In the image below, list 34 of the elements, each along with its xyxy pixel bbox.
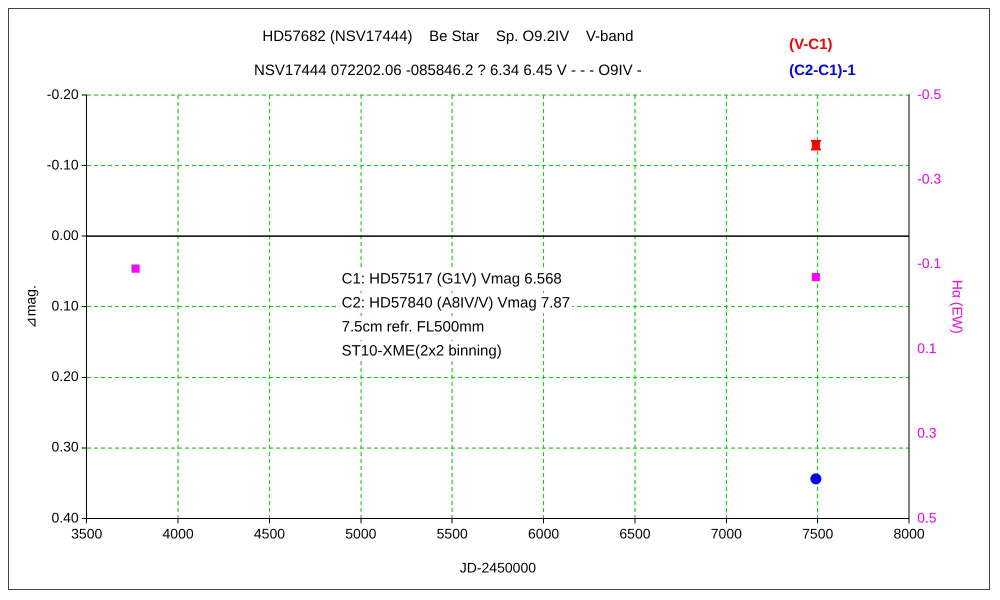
x-tick-label: 6500	[619, 526, 651, 542]
y-tick-label: 0.20	[51, 368, 79, 384]
x-tick-label: 8000	[894, 526, 925, 542]
y-tick-label: 0.10	[51, 298, 79, 314]
x-tick-label: 6000	[528, 526, 560, 542]
x-tick-label: 5000	[345, 526, 377, 542]
x-tick-label: 5500	[436, 526, 468, 542]
y-tick-label: 0.30	[51, 438, 79, 455]
y2-tick-label: -0.3	[917, 170, 942, 187]
chart-subtitle: NSV17444 072202.06 -085846.2 ? 6.34 6.45 V - - - O9IV -	[254, 62, 642, 80]
x-tick-label: 7000	[710, 526, 742, 542]
y-axis-title: ⊿mag.	[22, 285, 38, 328]
annotation: 7.5cm refr. FL500mm	[342, 318, 484, 336]
x-tick-label: 4000	[162, 526, 194, 542]
annotation: C2: HD57840 (A8IV/V) Vmag 7.87	[342, 294, 570, 312]
y2-tick-label: 0.1	[917, 340, 937, 356]
chart-title: HD57682 (NSV17444) Be Star Sp. O9.2IV V-band	[262, 28, 634, 46]
x-axis-title: JD-2450000	[460, 559, 536, 576]
y-tick-label: 0.00	[51, 226, 79, 243]
y2-axis-title: Hα (EW)	[950, 280, 966, 334]
y-tick-label: 0.40	[51, 509, 79, 526]
text: (V-C1)	[789, 36, 832, 54]
y-tick-label: -0.20	[46, 86, 79, 102]
annotation: C1: HD57517 (G1V) Vmag 6.568	[342, 270, 562, 288]
annotation: ST10-XME(2x2 binning)	[342, 342, 502, 360]
x-tick-label: 4500	[254, 526, 286, 542]
y-tick-label: -0.10	[46, 156, 79, 172]
y2-tick-label: 0.3	[917, 424, 937, 441]
x-tick-label: 7500	[802, 526, 834, 542]
y2-tick-label: -0.1	[917, 255, 942, 272]
y2-tick-label: -0.5	[917, 86, 942, 102]
y2-tick-label: 0.5	[917, 509, 937, 526]
text: (C2-C1)-1	[789, 62, 856, 80]
x-tick-label: 3500	[71, 526, 102, 542]
